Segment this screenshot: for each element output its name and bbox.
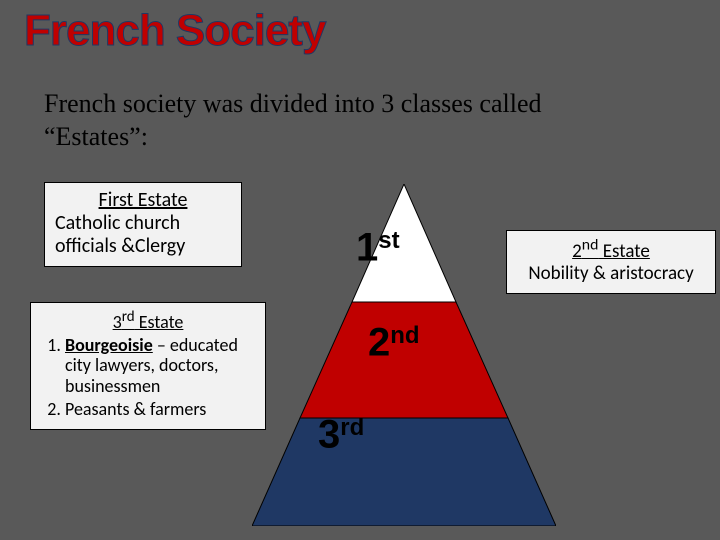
- pyramid-label-1st: 1st: [356, 225, 400, 270]
- callout-first-estate-body: Catholic church officials &Clergy: [55, 212, 231, 258]
- callout-third-estate-heading: 3rd Estate: [41, 309, 255, 333]
- callout-third-estate-list: Bourgeoisie – educated city lawyers, doc…: [41, 335, 255, 420]
- list-item: Peasants & farmers: [65, 399, 255, 420]
- pyramid-tier-3: [252, 418, 556, 526]
- slide-title: French Society: [24, 6, 325, 56]
- list-item: Bourgeoisie – educated city lawyers, doc…: [65, 335, 255, 397]
- callout-first-estate: First Estate Catholic church officials &…: [44, 182, 242, 267]
- callout-first-estate-heading: First Estate: [55, 189, 231, 212]
- intro-text: French society was divided into 3 classe…: [44, 88, 604, 153]
- pyramid-label-2nd: 2nd: [368, 320, 420, 365]
- pyramid-label-3rd: 3rd: [318, 412, 364, 457]
- callout-second-estate-body: Nobility & aristocracy: [517, 263, 705, 285]
- callout-second-estate-heading: 2nd Estate: [517, 237, 705, 263]
- callout-third-estate: 3rd Estate Bourgeoisie – educated city l…: [30, 302, 266, 430]
- callout-second-estate: 2nd Estate Nobility & aristocracy: [506, 230, 716, 294]
